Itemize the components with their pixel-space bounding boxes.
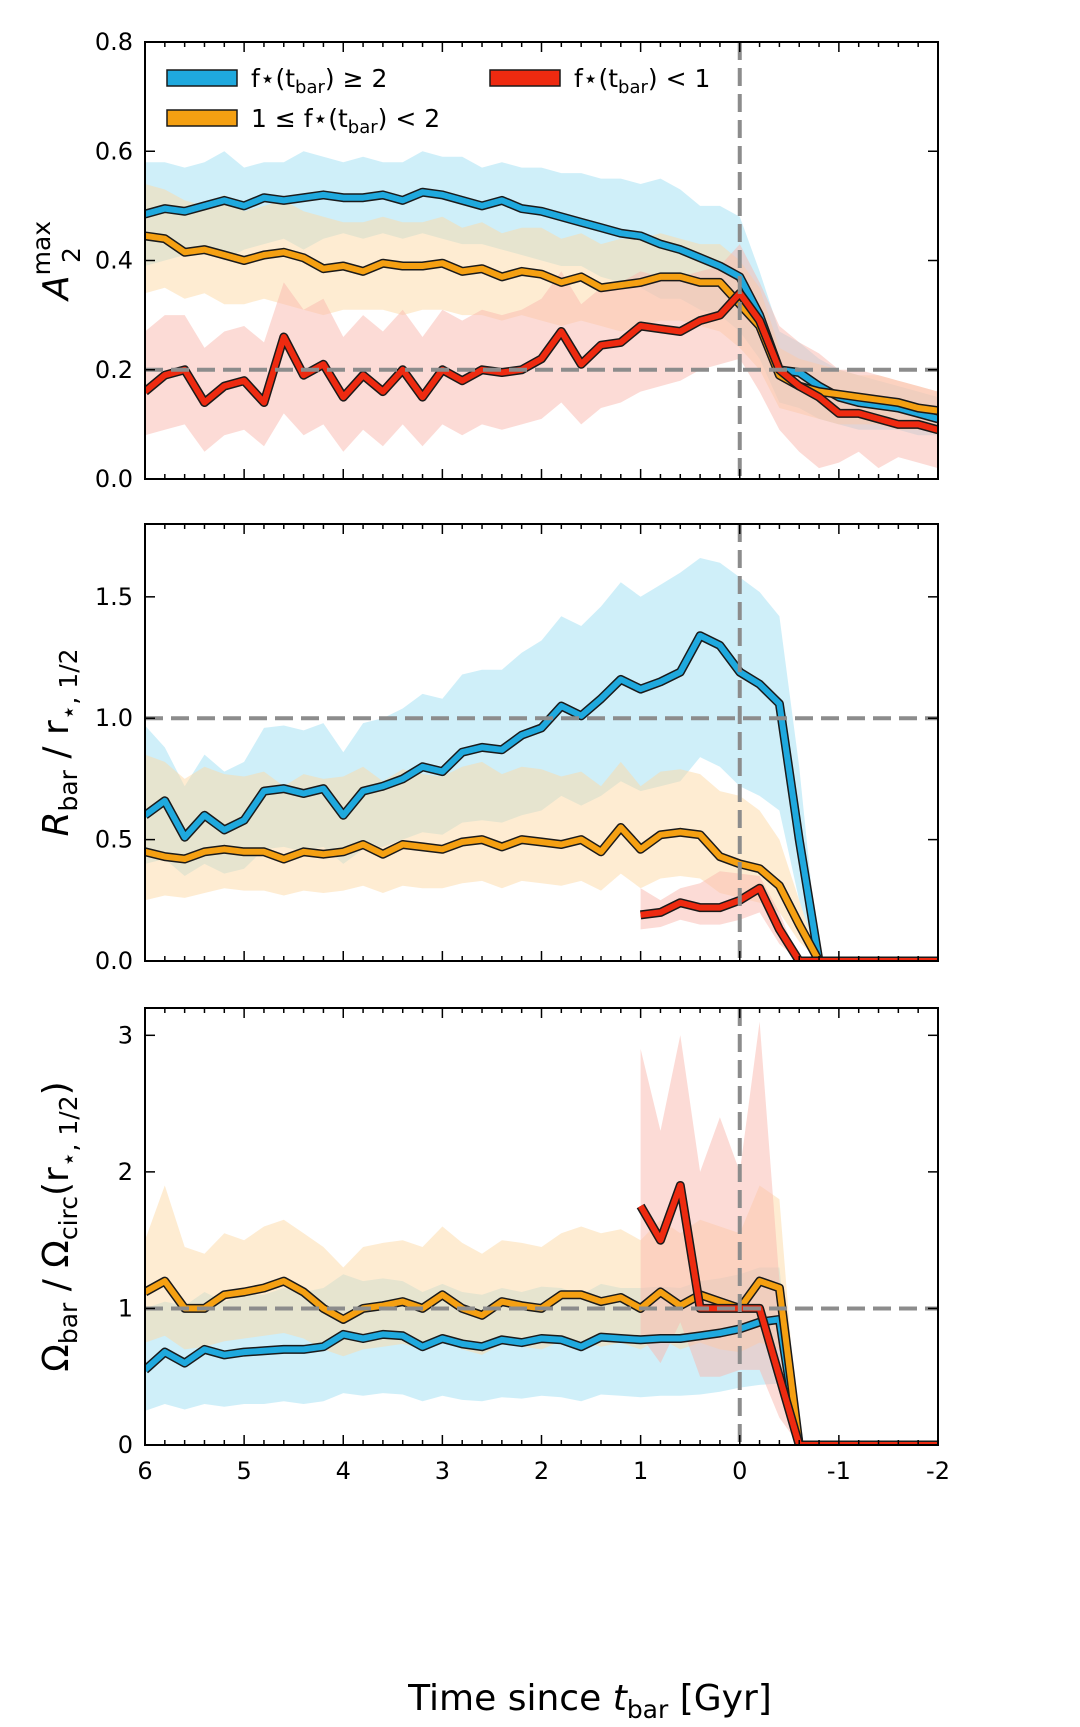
- x-tick-label: 3: [435, 1457, 450, 1485]
- y-tick-label: 0.4: [95, 247, 133, 275]
- y-label-sub2: ⋆, 1/2: [54, 648, 83, 720]
- legend-label-high: f⋆(tbar) ≥ 2: [251, 64, 387, 98]
- y-tick-label: 3: [118, 1021, 133, 1049]
- band-low: [640, 1021, 938, 1445]
- y-tick-label: 0.0: [95, 465, 133, 493]
- y-label-rest: / Ω: [36, 1240, 77, 1303]
- y-tick-label: 0.5: [95, 826, 133, 854]
- legend: f⋆(tbar) ≥ 2 f⋆(tbar) < 1 1 ≤ f⋆(tbar) < 2: [166, 64, 710, 138]
- x-tick-label: 0: [732, 1457, 747, 1485]
- y-label-sub2: circ: [54, 1196, 83, 1240]
- line-low: [145, 290, 938, 433]
- y-tick-label: 2: [118, 1158, 133, 1186]
- plot-area: [145, 42, 938, 479]
- line-low: [638, 1182, 938, 1445]
- x-tick-label: 6: [137, 1457, 152, 1485]
- y-axis-title: Rbar / r⋆, 1/2: [36, 648, 83, 836]
- legend-label-mid: 1 ≤ f⋆(tbar) < 2: [251, 104, 440, 138]
- x-axis-title-main: Time since: [407, 1678, 613, 1719]
- x-tick-label: 1: [633, 1457, 648, 1485]
- band-mid: [145, 754, 938, 961]
- x-axis-title-sub: bar: [627, 1695, 669, 1724]
- y-label-sup: max: [27, 221, 56, 275]
- y-tick-label: 0.2: [95, 356, 133, 384]
- band-low: [640, 871, 938, 961]
- y-label-main: A: [36, 275, 77, 302]
- x-tick-label: -2: [926, 1457, 950, 1485]
- y-tick-label: 0: [118, 1431, 133, 1459]
- y-tick-label: 0.6: [95, 137, 133, 165]
- legend-label-low: f⋆(tbar) < 1: [574, 64, 710, 98]
- band-high: [145, 558, 938, 961]
- y-label-sub: bar: [54, 1302, 83, 1344]
- legend-swatch-high: [166, 69, 238, 87]
- chart-panel-2: 0.0 0.5 1.0 1.5 Rbar / r⋆, 1/2: [36, 523, 939, 975]
- y-tick-label: 1.5: [95, 583, 133, 611]
- y-label-main: Ω: [36, 1344, 77, 1372]
- y-label-sub: bar: [54, 769, 83, 811]
- y-tick-label: 1.0: [95, 704, 133, 732]
- x-axis-title-unit: [Gyr]: [668, 1678, 772, 1719]
- y-label-sub: 2: [57, 247, 86, 263]
- y-tick-label: 0.0: [95, 947, 133, 975]
- y-axis-title: Amax2: [27, 221, 86, 302]
- x-tick-label: 2: [534, 1457, 549, 1485]
- y-label-rest: / r: [36, 720, 77, 770]
- y-axis-title: Ωbar / Ωcirc(r⋆, 1/2): [36, 1081, 83, 1371]
- y-label-sub3: ⋆, 1/2: [54, 1095, 83, 1167]
- line-high: [145, 189, 938, 422]
- x-tick-label: 4: [336, 1457, 351, 1485]
- x-axis-title-var: t: [613, 1678, 629, 1719]
- plot-area: [145, 1008, 938, 1445]
- legend-swatch-mid: [166, 109, 238, 127]
- y-label-main: R: [36, 812, 77, 837]
- band-mid: [145, 1185, 938, 1445]
- line-mid: [145, 824, 938, 961]
- y-tick-label: 1: [118, 1294, 133, 1322]
- legend-swatch-low: [489, 69, 561, 87]
- x-axis-title: Time since tbar [Gyr]: [407, 1678, 772, 1724]
- y-label-rest2: (r: [36, 1167, 77, 1196]
- chart-panel-3: 0 1 2 3 6 5 4 3 2 1 0 -1 -2 Ωbar / Ωcirc(r⋆, 1/2): [36, 1007, 950, 1485]
- line-high: [145, 632, 938, 961]
- x-tick-label: -1: [827, 1457, 851, 1485]
- line-low: [640, 885, 938, 961]
- y-label-rest3: ): [36, 1081, 77, 1095]
- plot-area: [145, 524, 938, 961]
- x-tick-label: 5: [236, 1457, 251, 1485]
- line-high: [145, 1316, 938, 1445]
- y-tick-label: 0.8: [95, 28, 133, 56]
